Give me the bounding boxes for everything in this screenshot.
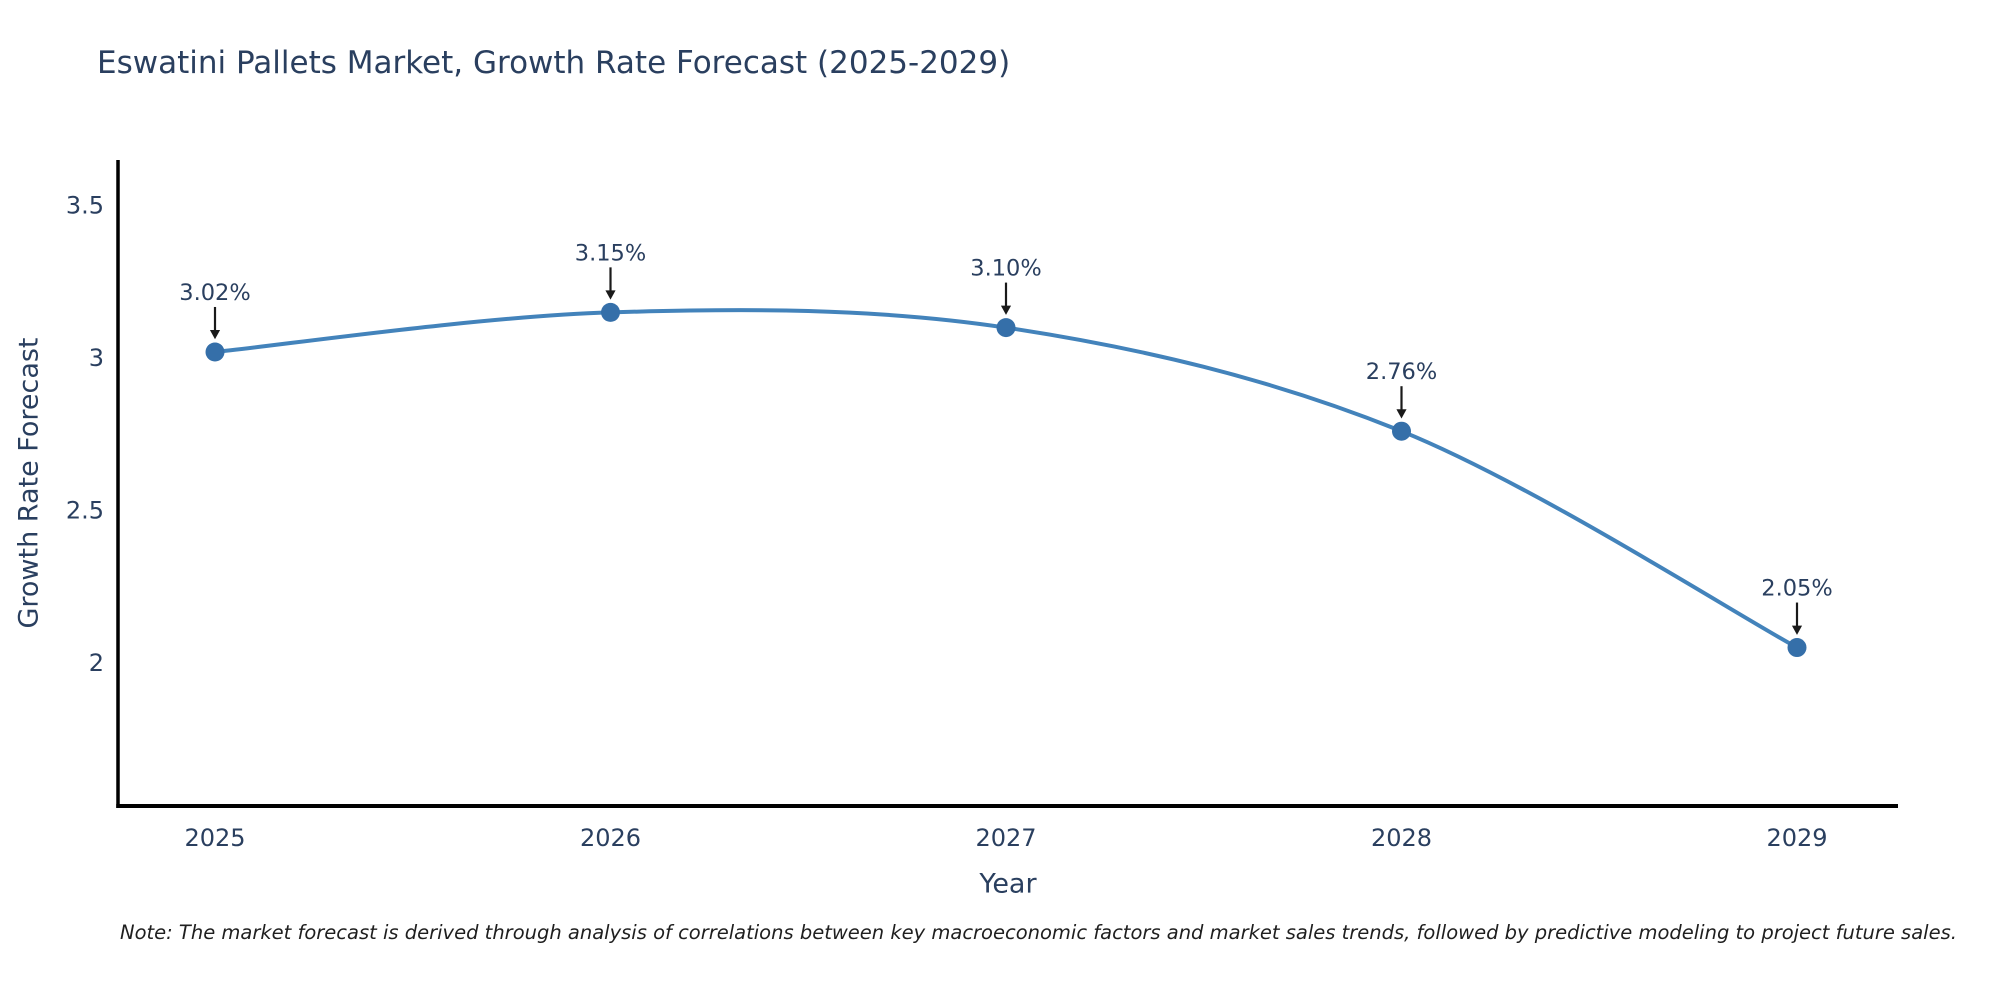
y-tick-label: 3.5 — [66, 192, 104, 220]
data-point-marker — [601, 302, 620, 322]
y-tick-label: 3 — [89, 344, 104, 372]
data-point-label: 3.02% — [179, 280, 250, 306]
data-point-label: 2.76% — [1366, 359, 1437, 385]
data-point-label: 2.05% — [1761, 576, 1832, 602]
y-axis-title: Growth Rate Forecast — [14, 337, 45, 628]
x-tick-label: 2027 — [975, 824, 1036, 852]
x-tick-label: 2029 — [1766, 824, 1827, 852]
data-point-label: 3.10% — [970, 256, 1041, 282]
x-axis-title: Year — [978, 869, 1037, 900]
data-point-marker — [1392, 421, 1411, 441]
data-point-marker — [996, 318, 1016, 338]
y-tick-label: 2 — [89, 649, 104, 677]
x-tick-label: 2026 — [580, 824, 641, 852]
chart-title: Eswatini Pallets Market, Growth Rate For… — [97, 45, 1011, 81]
forecast-line — [213, 308, 1799, 650]
x-tick-label: 2025 — [184, 824, 245, 852]
x-tick-label: 2028 — [1371, 824, 1432, 852]
data-point-marker — [1787, 638, 1807, 658]
data-point-marker — [205, 342, 225, 362]
footnote-text: Note: The market forecast is derived thr… — [120, 921, 1957, 944]
y-tick-label: 2.5 — [66, 496, 104, 524]
data-point-label: 3.15% — [575, 240, 646, 266]
